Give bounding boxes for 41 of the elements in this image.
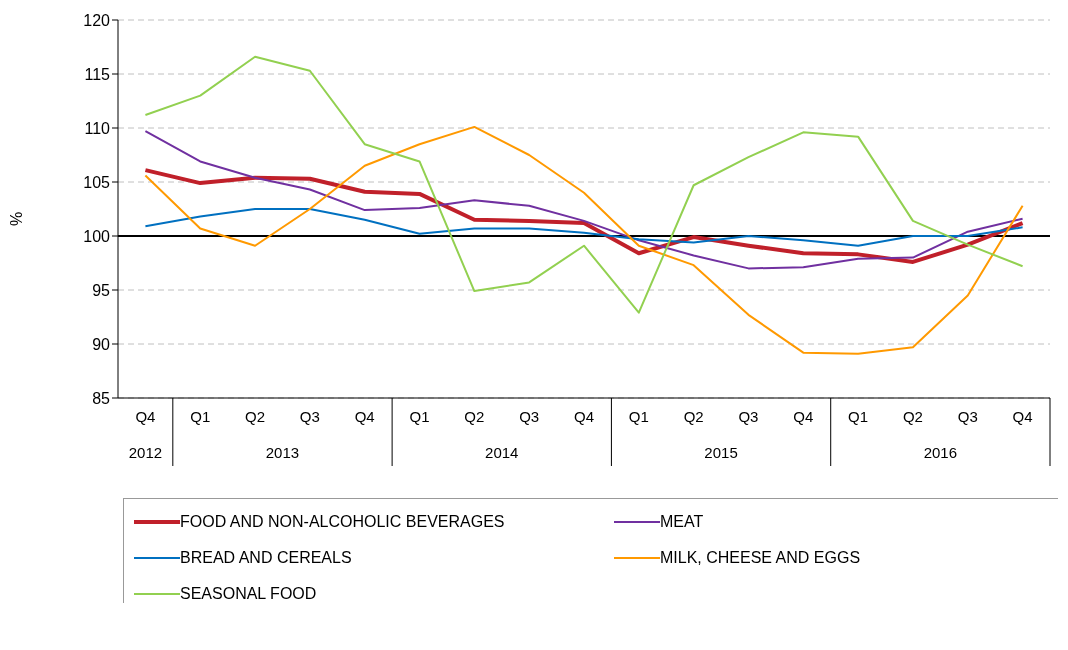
line-series (143, 168, 1025, 264)
line-series (144, 55, 1024, 314)
x-tick-label: Q4 (573, 408, 595, 425)
text: 2016 (923, 444, 958, 461)
y-tick-label: 120 (83, 11, 111, 29)
x-tick-label: Q3 (957, 408, 978, 425)
x-tick-label: Q4 (135, 408, 156, 425)
x-tick-label: Q4 (354, 408, 375, 425)
x-tick-label: Q2 (245, 408, 266, 425)
x-tick-label: Q3 (519, 408, 540, 425)
y-tick-label: 95 (92, 281, 111, 299)
text: 2012 (128, 444, 163, 461)
y-tick-label: 90 (92, 335, 111, 353)
legend-label: MILK, CHEESE AND EGGS (660, 549, 861, 567)
x-tick-label: Q4 (793, 408, 814, 425)
y-tick-label: 100 (83, 227, 111, 245)
x-tick-label: Q2 (464, 408, 485, 425)
line-series (144, 208, 1024, 247)
x-tick-label: Q2 (902, 408, 923, 425)
y-tick-label: 85 (92, 389, 111, 407)
legend-label: FOOD AND NON-ALCOHOLIC BEVERAGES (180, 513, 505, 531)
x-tick-label: Q1 (190, 408, 211, 425)
text: 2015 (704, 444, 738, 461)
y-tick-label: 110 (84, 119, 111, 137)
line-series (144, 130, 1024, 270)
y-tick-label: 105 (83, 173, 111, 191)
legend-label: SEASONAL FOOD (180, 585, 317, 603)
x-tick-label: Q1 (409, 408, 430, 425)
x-tick-label: Q3 (738, 408, 759, 425)
text: 2014 (485, 444, 519, 461)
line-series (144, 125, 1024, 355)
x-tick-label: Q2 (683, 408, 704, 425)
y-tick-label: 115 (84, 65, 111, 83)
x-tick-label: Q1 (628, 408, 649, 425)
legend-label: BREAD AND CEREALS (180, 549, 352, 567)
text: 2013 (265, 444, 300, 461)
x-tick-label: Q3 (299, 408, 320, 425)
legend-label: MEAT (660, 513, 704, 531)
x-tick-label: Q1 (848, 408, 869, 425)
y-axis-title: % (8, 211, 27, 227)
x-tick-label: Q4 (1012, 408, 1033, 425)
